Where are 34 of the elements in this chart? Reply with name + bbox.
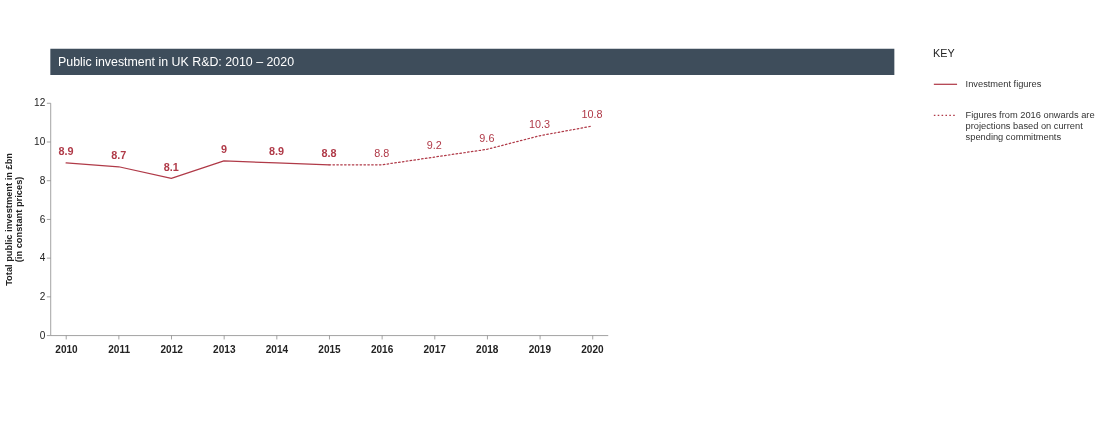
legend-label: Investment figures xyxy=(965,79,1042,90)
x-tick-label: 2016 xyxy=(370,344,394,356)
data-label: 8.7 xyxy=(111,149,127,162)
legend-title: KEY xyxy=(933,47,955,60)
data-label: 8.8 xyxy=(321,147,337,160)
x-tick-label: 2017 xyxy=(423,344,447,356)
data-label: 8.9 xyxy=(58,145,74,158)
data-label: 9.2 xyxy=(426,139,442,152)
data-label: 8.1 xyxy=(163,160,179,173)
x-tick-label: 2013 xyxy=(213,344,236,356)
data-label: 8.9 xyxy=(268,145,285,158)
x-tick-label: 2015 xyxy=(318,344,342,356)
x-tick-label: 2019 xyxy=(528,344,552,356)
chart-title: Public investment in UK R&D: 2010 – 2020 xyxy=(58,54,295,69)
x-tick-label: 2020 xyxy=(581,344,605,356)
y-axis-title: Total public investment in £bn (in constant prices) xyxy=(3,152,25,286)
x-tick-label: 2018 xyxy=(476,344,499,356)
y-tick-label: 2 xyxy=(39,290,46,302)
data-label: 9 xyxy=(220,143,227,156)
y-tick-label: 8 xyxy=(39,174,46,186)
data-label: 8.8 xyxy=(374,147,390,160)
x-tick-label: 2010 xyxy=(55,344,79,356)
x-tick-label: 2011 xyxy=(108,344,131,356)
data-label: 9.6 xyxy=(479,131,495,144)
y-tick-label: 12 xyxy=(34,97,46,109)
x-tick-label: 2014 xyxy=(265,344,289,356)
data-label: 10.8 xyxy=(581,108,603,121)
legend-label: Figures from 2016 onwards are projections based on current spending commitments xyxy=(965,110,1095,143)
x-tick-label: 2012 xyxy=(160,344,184,356)
y-tick-label: 4 xyxy=(39,252,46,264)
data-label: 10.3 xyxy=(528,118,551,131)
y-tick-label: 10 xyxy=(34,136,46,148)
y-tick-label: 0 xyxy=(39,329,46,341)
y-tick-label: 6 xyxy=(39,213,46,225)
